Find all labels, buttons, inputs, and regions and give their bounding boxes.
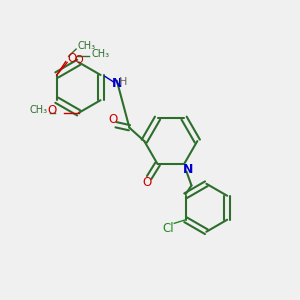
Text: N: N [182,163,193,176]
Text: N: N [112,77,122,90]
Text: O: O [74,55,83,65]
Text: H: H [119,77,128,87]
Text: Cl: Cl [162,222,174,235]
Text: O: O [142,176,152,189]
Text: CH₃: CH₃ [78,40,96,50]
Text: O: O [108,113,118,126]
Text: O: O [67,52,76,64]
Text: CH₃: CH₃ [92,49,110,59]
Text: CH₃: CH₃ [30,106,48,116]
Text: O: O [47,104,56,117]
